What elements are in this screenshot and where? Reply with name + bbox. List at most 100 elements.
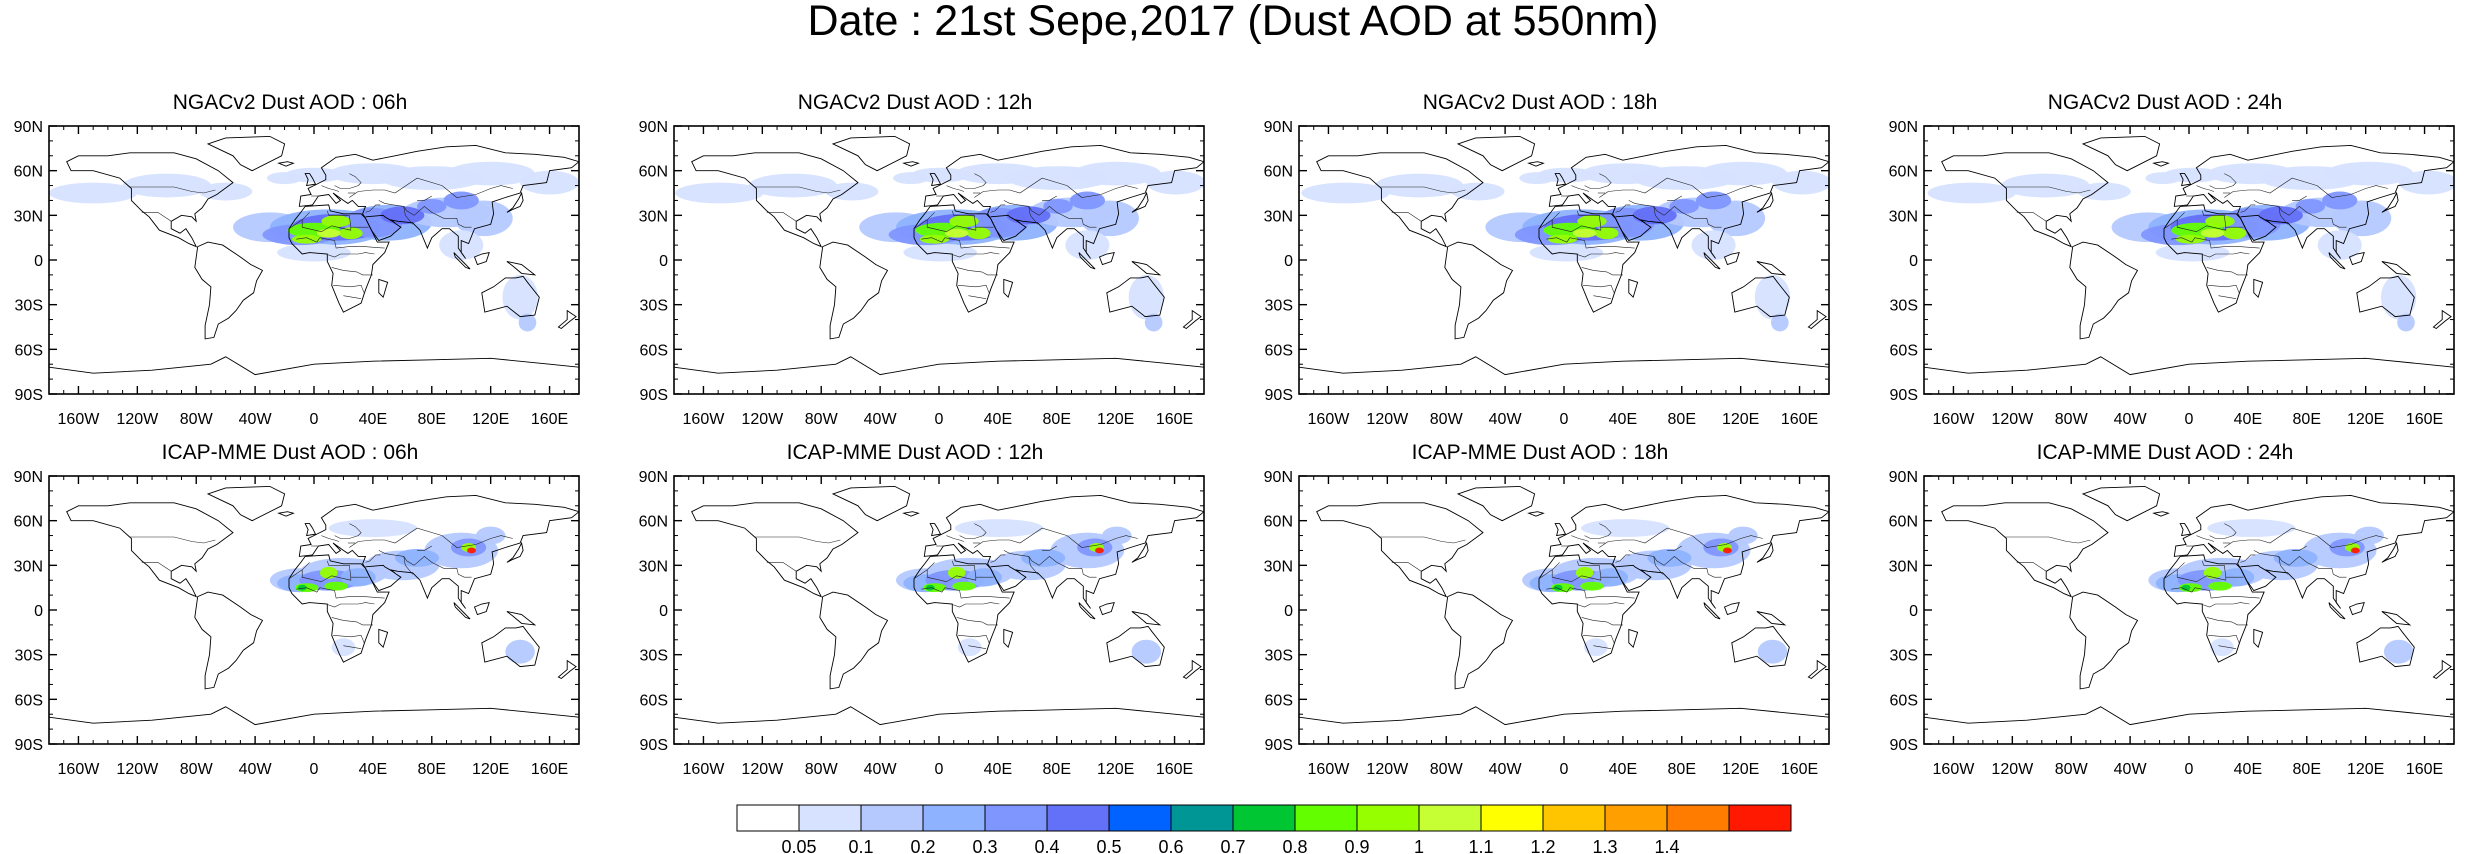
country-border — [334, 523, 362, 539]
colorbar-swatch — [1542, 804, 1606, 832]
coastline-arabiaInnerBorder — [365, 564, 396, 574]
coastline-madagascar — [1628, 278, 1639, 299]
lat-label: 60N — [1264, 164, 1293, 181]
dust-aod-region — [949, 215, 979, 228]
coastline-sumatra — [1078, 252, 1096, 270]
colorbar-swatch — [1728, 804, 1792, 832]
dust-aod-region — [2350, 547, 2360, 554]
coastline-uk — [929, 173, 942, 187]
dust-aod-region — [1754, 274, 1791, 320]
lat-label: 90N — [1889, 469, 1918, 486]
country-border — [2224, 177, 2388, 198]
country-border — [1003, 200, 1097, 228]
country-border — [378, 550, 472, 578]
world-map: 90N 60N 30N 0 30S 60S 90S 160W 120W 80W 40W 0 40E 80E… — [1264, 469, 1830, 778]
dust-aod-region — [417, 198, 447, 214]
country-border — [1546, 587, 1635, 599]
coastline-newguinea — [1131, 611, 1162, 626]
map-frame — [673, 475, 1205, 745]
lon-label: 160W — [1933, 411, 1976, 428]
coastline-greenland — [1456, 135, 1536, 172]
dust-aod-region — [475, 526, 506, 545]
country-border — [1653, 556, 1663, 575]
country-border — [1028, 206, 1038, 225]
coastline-japan — [1131, 541, 1149, 563]
country-border — [958, 634, 990, 643]
lon-label: 160W — [1308, 411, 1351, 428]
dust-aod-region — [505, 639, 535, 664]
colorbar-label: 1.2 — [1530, 837, 1555, 854]
lon-label: 160W — [683, 761, 726, 778]
dust-aod-region — [1529, 243, 1604, 262]
lon-label: 40E — [2234, 761, 2262, 778]
dust-aod-region — [1536, 167, 1596, 183]
colorbar-label: 0.7 — [1220, 837, 1245, 854]
lon-label: 120W — [1366, 411, 1409, 428]
dust-aod-region — [502, 274, 538, 320]
lat-label: 0 — [34, 253, 43, 270]
colorbar-label: 0.9 — [1344, 837, 1369, 854]
panel-title: ICAP-MME Dust AOD : 06h — [161, 441, 419, 464]
lat-label: 90S — [1890, 737, 1918, 754]
dust-aod-region — [1144, 313, 1163, 332]
coastline-sumatra — [1703, 252, 1721, 270]
country-border — [1583, 284, 1615, 293]
dust-aod-region — [319, 566, 338, 579]
lon-label: 120E — [1097, 411, 1134, 428]
colorbar-swatch — [1480, 804, 1544, 832]
country-border — [766, 562, 797, 572]
panel-title: ICAP-MME Dust AOD : 18h — [1411, 441, 1669, 464]
coastline-borneo — [473, 252, 490, 266]
coastline-arabiaInnerBorder — [990, 214, 1021, 224]
country-border — [1042, 545, 1057, 551]
lat-label: 60N — [14, 164, 43, 181]
lon-label: 40E — [359, 411, 387, 428]
lat-label: 0 — [1909, 253, 1918, 270]
dust-aod-region — [675, 182, 764, 204]
country-border — [1628, 200, 1722, 228]
coastline-iceland — [2152, 511, 2170, 517]
coastline-australia — [481, 625, 540, 668]
coastline-japan — [506, 541, 524, 563]
lon-label: 0 — [1560, 761, 1569, 778]
coastline-sumatra — [453, 602, 471, 620]
map-panel: NGACv2 Dust AOD : 06h 90N 60N 30N 0 30S 60S 90S… — [0, 92, 580, 442]
colorbar-swatch — [922, 804, 986, 832]
world-map: 90N 60N 30N 0 30S 60S 90S 160W 120W 80W 40W 0 40E 80E… — [14, 469, 580, 778]
country-border — [2176, 219, 2227, 233]
country-border — [950, 602, 1000, 608]
lat-label: 60S — [1265, 342, 1293, 359]
colorbar-swatch — [1108, 804, 1172, 832]
coastline-arabiaInnerBorder — [2240, 214, 2271, 224]
country-border — [1593, 645, 1612, 649]
country-border — [331, 267, 373, 276]
dust-aod-region — [1669, 198, 1699, 214]
colorbar-swatch — [1666, 804, 1730, 832]
lon-label: 120W — [741, 411, 784, 428]
country-border — [2176, 569, 2227, 583]
country-border — [950, 252, 1000, 258]
coastline-australia — [481, 275, 540, 318]
dust-aod-region — [966, 227, 991, 240]
colorbar-swatch — [984, 804, 1048, 832]
dust-aod-region — [2380, 274, 2417, 320]
dust-aod-region — [2077, 182, 2131, 201]
lon-label: 40E — [984, 411, 1012, 428]
country-border — [1577, 210, 1619, 228]
lon-label: 40E — [1609, 411, 1637, 428]
lon-label: 160E — [1781, 761, 1818, 778]
coastline-northAmerica — [1316, 502, 1484, 598]
map-panel: NGACv2 Dust AOD : 24h 90N 60N 30N 0 30S 60S 90S… — [1875, 92, 2455, 442]
map-frame — [1298, 475, 1830, 745]
country-border — [2240, 204, 2256, 213]
coastline-antarctica — [1299, 706, 1829, 726]
country-border — [946, 185, 965, 192]
country-border — [2171, 237, 2260, 249]
coastline-newguinea — [506, 261, 537, 276]
coastline-sumatra — [1078, 602, 1096, 620]
coastline-northAmerica — [691, 152, 859, 248]
country-border — [1581, 267, 1623, 276]
coastline-arabiaInnerBorder — [1615, 564, 1646, 574]
coastline-eurasia — [298, 494, 579, 609]
dust-aod-region — [467, 547, 476, 554]
